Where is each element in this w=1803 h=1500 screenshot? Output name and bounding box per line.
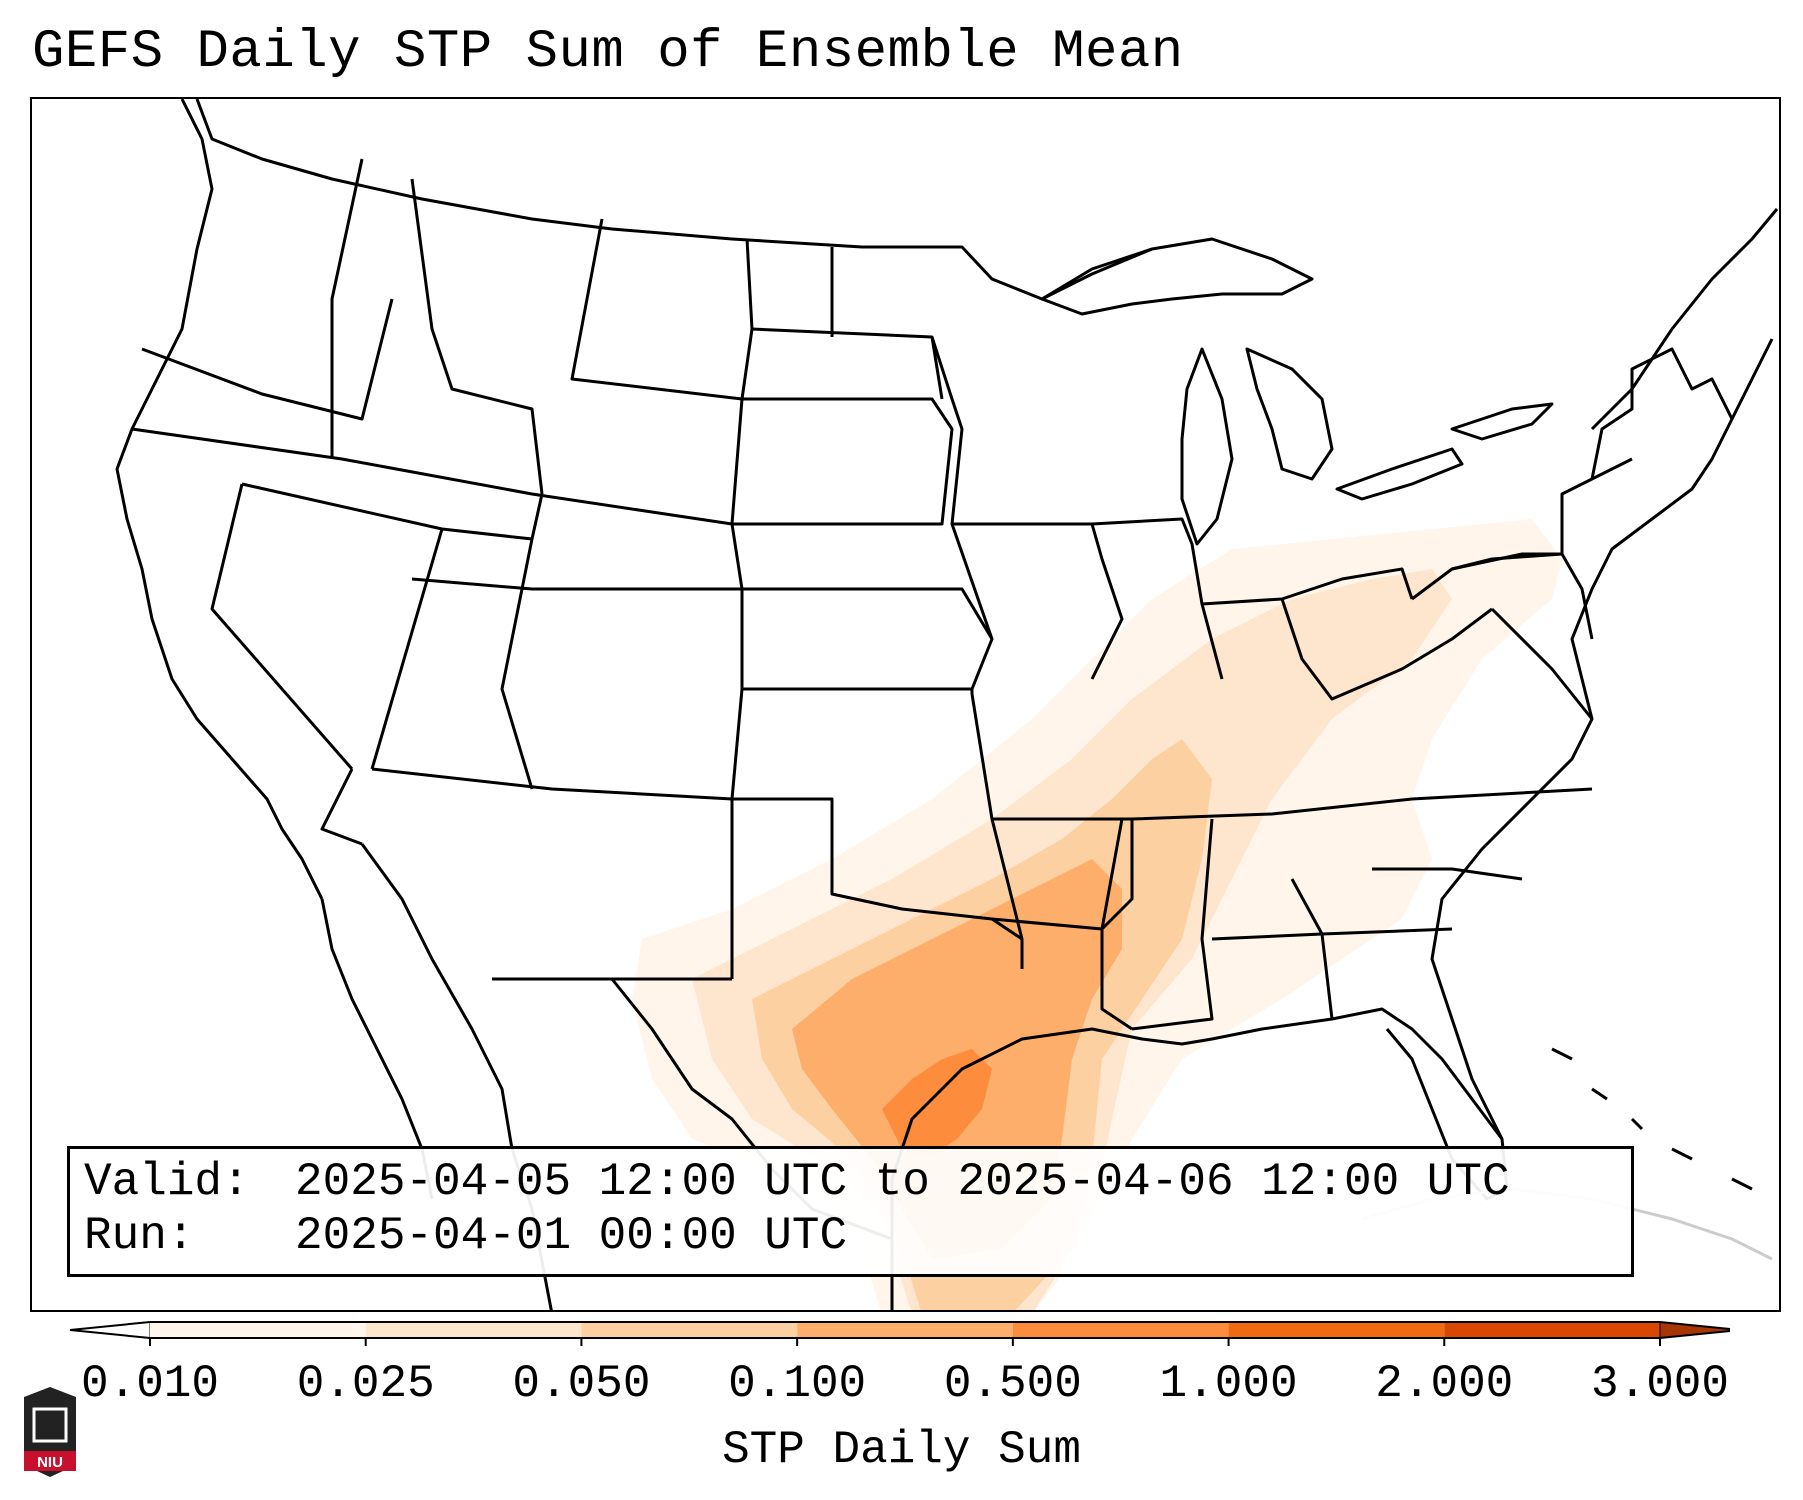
- colorbar-tick-label: 0.025: [296, 1358, 435, 1410]
- colorbar-tick-label: 1.000: [1159, 1358, 1298, 1410]
- niu-logo: NIU: [24, 1387, 76, 1477]
- run-label: Run:: [84, 1210, 195, 1262]
- valid-value: 2025-04-05 12:00 UTC to 2025-04-06 12:00…: [295, 1156, 1510, 1208]
- stp-shading: [632, 519, 1562, 1310]
- colorbar-segment: [1012, 1322, 1229, 1338]
- colorbar-segment: [1444, 1322, 1660, 1338]
- map-boundaries: [115, 99, 1779, 1310]
- map-canvas: [115, 99, 1779, 1310]
- colorbar-tick-label: 0.050: [512, 1358, 651, 1410]
- bahamas-islands: [1551, 1047, 1753, 1191]
- colorbar-tick-label: 0.500: [943, 1358, 1082, 1410]
- valid-run-info-box: Valid: 2025-04-05 12:00 UTC to 2025-04-06…: [67, 1146, 1634, 1277]
- colorbar: [70, 1321, 1730, 1346]
- colorbar-tick-label: 2.000: [1375, 1358, 1514, 1410]
- lake-michigan: [1180, 347, 1234, 546]
- logo-building-icon: [32, 1407, 68, 1443]
- state-borders-midwest: [930, 336, 1563, 701]
- run-value: 2025-04-01 00:00 UTC: [295, 1210, 848, 1262]
- state-borders-south: [991, 787, 1593, 1031]
- canada-border: [195, 99, 1153, 301]
- colorbar-tick-label: 0.010: [80, 1358, 220, 1410]
- colorbar-extend-high: [1659, 1321, 1730, 1339]
- west-coast: [115, 99, 324, 900]
- lake-superior: [1040, 237, 1314, 316]
- colorbar-segment: [1228, 1322, 1445, 1338]
- colorbar-tick-label: 0.100: [728, 1358, 867, 1410]
- colorbar-segment: [581, 1322, 798, 1338]
- stp-contour-0.500: [882, 1049, 992, 1159]
- colorbar-extend-low: [70, 1321, 151, 1339]
- east-coast: [1430, 338, 1774, 1140]
- logo-text: NIU: [37, 1454, 63, 1471]
- lake-erie: [1335, 447, 1464, 501]
- lake-ontario: [1450, 402, 1554, 441]
- lake-huron: [1245, 347, 1334, 481]
- colorbar-segment: [365, 1322, 582, 1338]
- state-borders-west: [131, 158, 792, 846]
- state-borders-northeast: [1451, 347, 1734, 720]
- chart-title: GEFS Daily STP Sum of Ensemble Mean: [32, 22, 1184, 83]
- map-panel: [30, 97, 1781, 1312]
- colorbar-tick-label: 3.000: [1590, 1358, 1730, 1410]
- valid-label: Valid:: [84, 1156, 250, 1208]
- canada-east-coast: [1590, 208, 1779, 431]
- colorbar-segment: [150, 1322, 366, 1338]
- colorbar-label: STP Daily Sum: [722, 1424, 1081, 1476]
- colorbar-segment: [797, 1322, 1013, 1338]
